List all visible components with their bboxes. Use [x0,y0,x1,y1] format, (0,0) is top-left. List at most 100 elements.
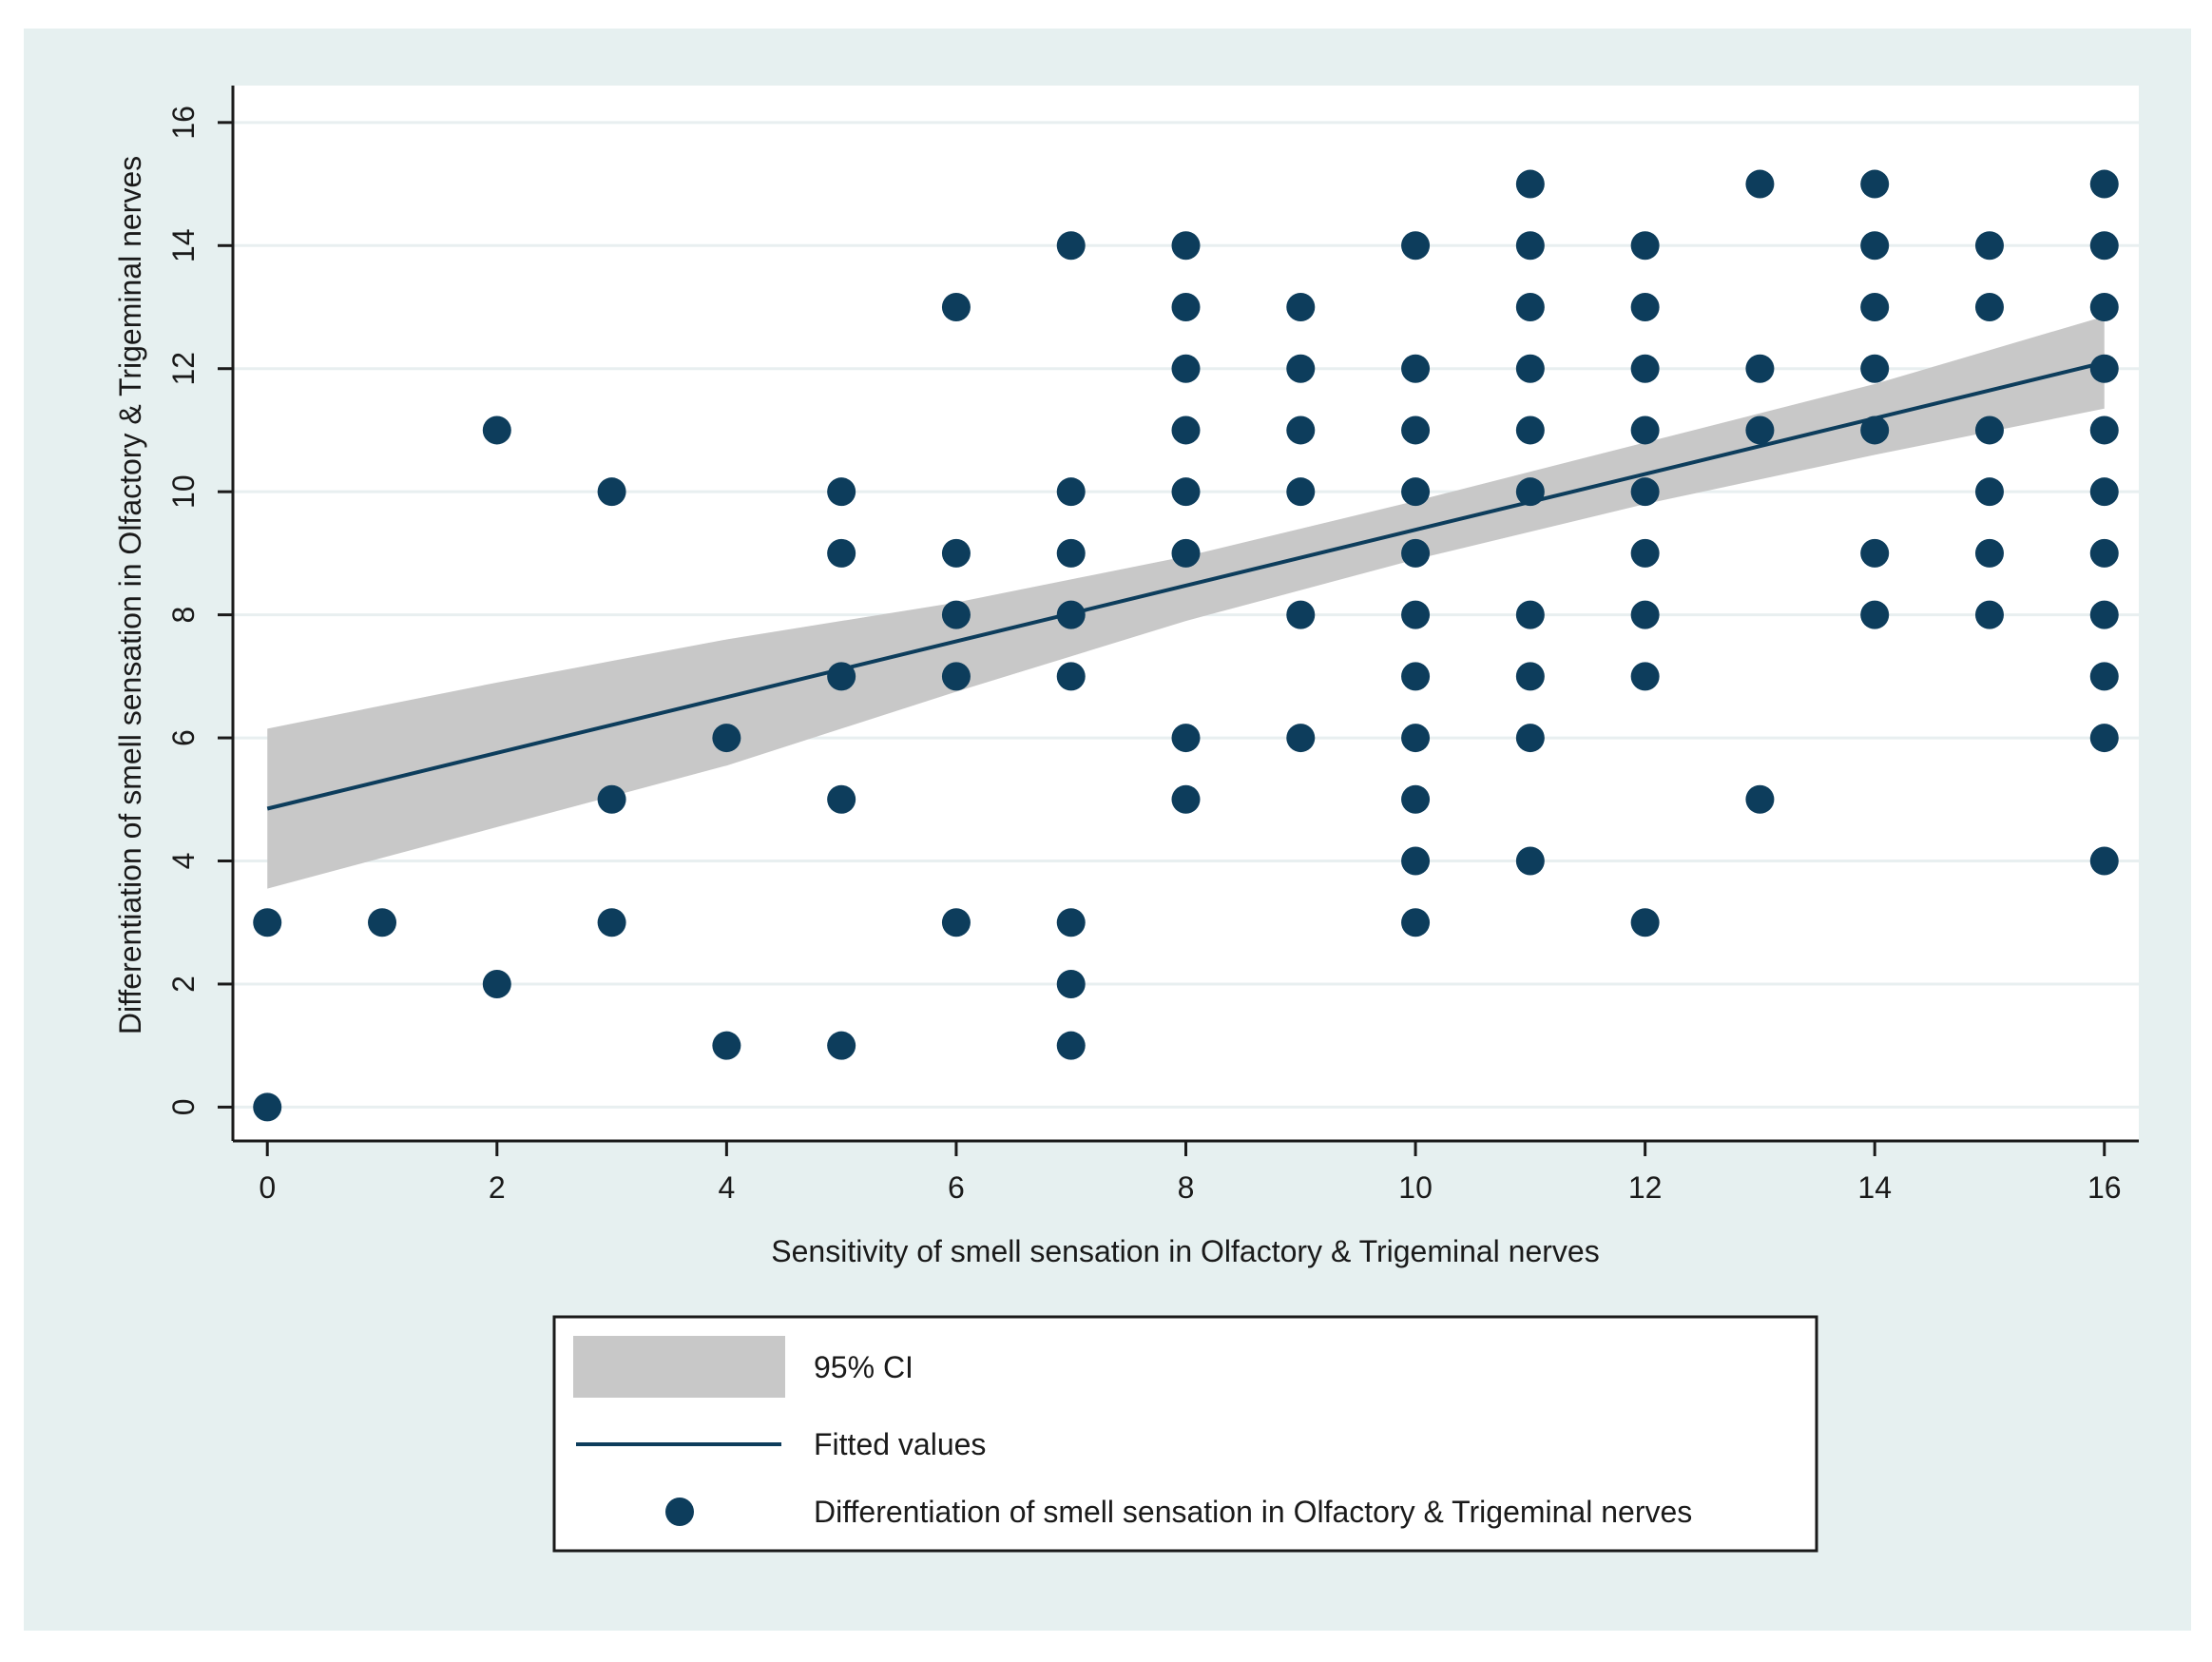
data-point [1860,538,1890,568]
data-point [2089,416,2119,445]
data-point [1286,724,1316,753]
y-tick-label: 12 [166,352,201,386]
data-point [1515,724,1545,753]
data-point [2089,231,2119,261]
fitted-line-group [266,360,2106,811]
data-point [941,908,971,937]
data-point [2089,477,2119,507]
data-point [1860,169,1890,199]
data-point [1515,231,1545,261]
data-point [482,969,511,998]
data-point [1515,600,1545,629]
data-point [1860,600,1890,629]
data-point [1401,231,1431,261]
data-point [1974,416,2004,445]
data-point [1745,416,1775,445]
y-tick-label: 10 [166,474,201,509]
data-point [712,724,741,753]
data-point [1056,969,1086,998]
data-point [827,662,856,691]
data-point [941,600,971,629]
data-point [1630,477,1660,507]
data-point [1515,846,1545,876]
x-axis-label: Sensitivity of smell sensation in Olfact… [771,1234,1599,1268]
data-point [1515,354,1545,383]
data-point [1401,662,1431,691]
data-point [827,1031,856,1060]
y-tick-label: 14 [166,228,201,262]
data-point [1401,908,1431,937]
data-point [253,1092,282,1122]
data-point [1630,354,1660,383]
data-point [827,477,856,507]
y-tick-label: 16 [166,106,201,140]
data-point [1171,784,1201,814]
data-point [1860,416,1890,445]
data-point [1401,354,1431,383]
x-tick-label: 10 [1398,1170,1433,1205]
x-tick-label: 14 [1857,1170,1892,1205]
data-point [1056,600,1086,629]
x-tick-label: 4 [718,1170,735,1205]
data-point [1056,908,1086,937]
data-point [1286,477,1316,507]
legend-marker-swatch [665,1498,694,1526]
data-point [1056,538,1086,568]
data-point [1745,169,1775,199]
data-point [1286,354,1316,383]
data-point [1515,293,1545,322]
data-point [827,538,856,568]
data-point [1286,416,1316,445]
data-point [1056,231,1086,261]
scatter-points [253,169,2119,1122]
data-point [1745,784,1775,814]
data-point [941,293,971,322]
y-tick-label: 6 [166,729,201,746]
data-point [1515,416,1545,445]
data-point [1401,538,1431,568]
data-point [1860,354,1890,383]
data-point [1286,600,1316,629]
data-point [1171,724,1201,753]
data-point [827,784,856,814]
x-tick-label: 0 [259,1170,276,1205]
data-point [1630,231,1660,261]
data-point [368,908,397,937]
y-axis-label: Differentiation of smell sensation in Ol… [113,156,147,1034]
data-point [1630,600,1660,629]
data-point [482,416,511,445]
data-point [1401,477,1431,507]
data-point [1056,1031,1086,1060]
data-point [2089,662,2119,691]
data-point [1515,169,1545,199]
data-point [1401,600,1431,629]
data-point [253,908,282,937]
x-tick-label: 2 [489,1170,506,1205]
data-point [1171,231,1201,261]
data-point [1401,846,1431,876]
data-point [1401,784,1431,814]
data-point [2089,538,2119,568]
data-point [2089,600,2119,629]
data-point [1286,293,1316,322]
legend-ci-swatch [573,1336,785,1398]
x-tick-label: 6 [948,1170,965,1205]
data-point [1171,416,1201,445]
data-point [1974,293,2004,322]
data-point [1630,538,1660,568]
data-point [1171,477,1201,507]
tick-labels: 0 2 4 6 8 10 12 14 16 0 2 4 6 8 10 12 14 16 [166,106,2122,1205]
data-point [1630,662,1660,691]
data-point [2089,846,2119,876]
data-point [2089,354,2119,383]
data-point [2089,293,2119,322]
data-point [1630,908,1660,937]
data-point [1974,477,2004,507]
legend-label-ci: 95% CI [814,1350,914,1384]
data-point [2089,724,2119,753]
data-point [1171,354,1201,383]
data-point [1171,293,1201,322]
data-point [1630,416,1660,445]
